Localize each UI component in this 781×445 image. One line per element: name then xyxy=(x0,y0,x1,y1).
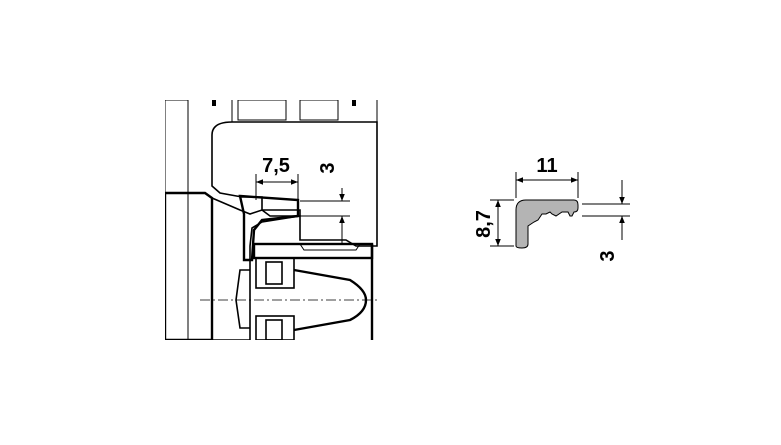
section-drawing: 7,5 3 xyxy=(165,100,380,340)
glazing-bead-top xyxy=(252,242,374,260)
clip-hole-upper xyxy=(265,261,283,285)
gasket-hook xyxy=(238,194,300,262)
dim-height-gap: 3 xyxy=(317,162,339,173)
clip-hole-lower xyxy=(265,319,283,340)
dim-width-gap: 7,5 xyxy=(262,155,290,177)
frame-gray-area xyxy=(165,100,189,340)
top-screw-left xyxy=(212,100,216,106)
top-hatch-block-right xyxy=(299,100,339,121)
notch-left xyxy=(235,269,250,329)
clip-hatch-lower xyxy=(255,315,295,340)
glass-edge xyxy=(299,243,361,251)
dim-profile-lip: 3 xyxy=(597,250,619,261)
top-screw-right xyxy=(352,100,356,106)
dim-profile-width: 11 xyxy=(536,155,557,177)
clip-hatch-upper xyxy=(255,257,295,289)
top-hatch-block-left xyxy=(237,100,287,121)
dim-profile-height: 8,7 xyxy=(473,210,495,238)
gasket-profile xyxy=(515,199,579,249)
gasket-profile-drawing: 11 8,7 3 xyxy=(473,155,630,262)
sash-gray-area xyxy=(211,121,378,247)
